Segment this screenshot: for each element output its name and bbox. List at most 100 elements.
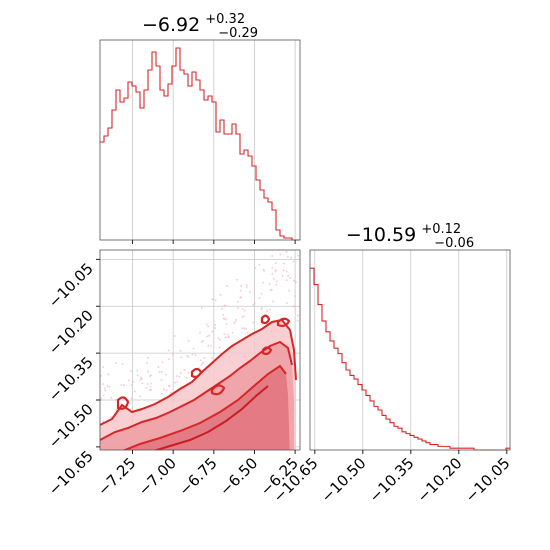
scatter-point — [170, 392, 172, 394]
scatter-point — [254, 267, 257, 269]
scatter-point — [234, 320, 237, 323]
scatter-point — [115, 409, 117, 411]
scatter-point — [161, 392, 163, 395]
scatter-point — [157, 366, 160, 368]
scatter-point — [237, 307, 239, 310]
marginal-y-tick-label-x: −10.50 — [318, 454, 370, 506]
marginal-y-ticks: −10.65−10.50−10.35−10.20−10.05 — [270, 450, 514, 506]
scatter-point — [266, 310, 268, 312]
scatter-point — [192, 347, 195, 350]
scatter-point — [104, 389, 107, 392]
scatter-point — [145, 386, 148, 389]
marginal-x-ticks — [132, 240, 296, 244]
joint-tick-label-y: −10.05 — [45, 259, 97, 311]
scatter-point — [110, 416, 112, 419]
scatter-point — [241, 308, 244, 310]
scatter-point — [211, 298, 214, 300]
scatter-point — [149, 389, 151, 391]
scatter-point — [147, 357, 149, 359]
joint-tick-label-x: −7.25 — [94, 454, 139, 499]
scatter-point — [174, 335, 176, 337]
scatter-point — [295, 281, 297, 283]
scatter-point — [219, 294, 222, 296]
scatter-point — [115, 362, 117, 364]
marginal-y-title-sup: +0.12 — [421, 222, 461, 237]
scatter-point — [288, 289, 290, 292]
scatter-point — [158, 371, 161, 373]
joint-tick-label-y: −10.20 — [45, 306, 97, 358]
scatter-point — [211, 357, 213, 360]
scatter-point — [179, 350, 182, 352]
scatter-point — [283, 262, 285, 265]
marginal-x-grid — [132, 40, 296, 240]
scatter-point — [285, 279, 288, 281]
scatter-point — [240, 296, 242, 299]
joint-density — [100, 247, 299, 459]
scatter-point — [132, 380, 134, 383]
contour-island-3 — [260, 314, 271, 325]
scatter-point — [123, 384, 125, 386]
scatter-point — [120, 384, 123, 386]
scatter-point — [102, 366, 104, 368]
marginal-y-histogram — [310, 267, 510, 451]
scatter-point — [245, 286, 248, 289]
marginal-y-tick-label-x: −10.35 — [366, 454, 418, 506]
scatter-point — [165, 373, 167, 376]
scatter-point — [297, 254, 299, 257]
scatter-point — [210, 345, 212, 348]
scatter-point — [289, 247, 291, 249]
scatter-point — [127, 379, 130, 382]
scatter-point — [219, 339, 221, 341]
scatter-point — [260, 292, 263, 295]
marginal-y-tick-label-x: −10.05 — [462, 454, 514, 506]
scatter-point — [201, 361, 204, 364]
scatter-point — [176, 375, 178, 377]
scatter-point — [240, 285, 242, 287]
scatter-point — [258, 263, 261, 266]
scatter-point — [285, 270, 288, 273]
contour-island-1 — [116, 396, 130, 410]
scatter-point — [253, 302, 256, 305]
scatter-point — [107, 373, 110, 376]
joint-tick-label-y: −10.35 — [45, 353, 97, 405]
scatter-point — [245, 328, 248, 330]
scatter-point — [263, 269, 265, 272]
scatter-point — [103, 457, 105, 459]
scatter-point — [136, 369, 139, 372]
scatter-point — [114, 399, 117, 401]
scatter-point — [287, 275, 289, 277]
scatter-point — [223, 317, 225, 319]
scatter-point — [131, 384, 133, 386]
scatter-point — [102, 383, 104, 385]
scatter-point — [180, 356, 183, 359]
scatter-point — [139, 395, 142, 398]
scatter-point — [262, 281, 264, 284]
scatter-point — [101, 457, 103, 459]
scatter-point — [233, 322, 235, 325]
scatter-point — [275, 262, 277, 264]
contour-island-5 — [261, 346, 273, 356]
marginal-x-title: −6.92 +0.32 −0.29 — [142, 8, 258, 41]
scatter-point — [130, 370, 132, 373]
marginal-y-title: −10.59 +0.12 −0.06 — [346, 218, 474, 251]
scatter-point — [294, 295, 296, 297]
scatter-point — [243, 309, 246, 312]
marginal-y-title-sub: −0.06 — [434, 236, 474, 251]
scatter-point — [140, 376, 142, 379]
scatter-point — [292, 260, 295, 263]
scatter-point — [199, 359, 202, 362]
scatter-point — [149, 385, 152, 388]
scatter-point — [273, 278, 275, 280]
scatter-point — [149, 375, 151, 378]
scatter-point — [191, 353, 194, 356]
scatter-point — [223, 304, 226, 307]
scatter-point — [168, 385, 171, 388]
marginal-x-title-sub: −0.29 — [218, 26, 258, 41]
scatter-point — [117, 451, 119, 453]
scatter-point — [287, 256, 289, 258]
scatter-point — [211, 330, 214, 333]
scatter-point — [140, 377, 143, 380]
scatter-point — [205, 323, 208, 326]
scatter-point — [168, 349, 170, 352]
contour-line-2 — [100, 340, 293, 441]
